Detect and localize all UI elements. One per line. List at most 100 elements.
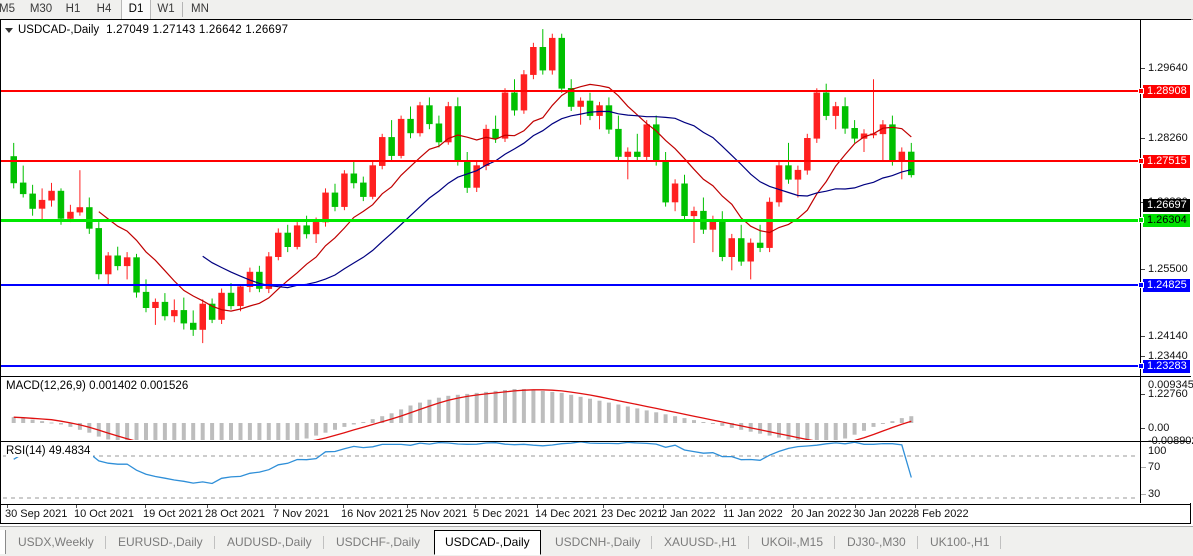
timeframe-h4-label: H4 [96, 3, 112, 15]
tab-separator [214, 536, 215, 549]
price-tick-label-occluded: 1.23440 [1148, 350, 1188, 362]
tab-separator [748, 536, 749, 549]
macd-plot[interactable] [1, 377, 1140, 440]
price-tick-label: 1.25500 [1148, 263, 1188, 275]
chart-symbol-header[interactable]: USDCAD-,Daily 1.27049 1.27143 1.26642 1.2… [5, 24, 288, 39]
timeframe-m5[interactable]: M5 [0, 0, 20, 19]
date-axis-label: 2 Jan 2022 [661, 508, 716, 520]
macd-tick-label: -0.008902 [1148, 435, 1193, 447]
scale-divider-macd [1141, 376, 1191, 377]
date-axis-tick [855, 505, 856, 508]
date-axis-tick [343, 505, 344, 508]
rsi-plot[interactable] [1, 442, 1140, 503]
date-axis-tick [915, 505, 916, 508]
date-axis-tick [207, 505, 208, 508]
date-axis-tick [603, 505, 604, 508]
level-handle[interactable] [1138, 217, 1144, 223]
date-axis: 30 Sep 2021 10 Oct 2021 19 Oct 2021 28 Oct … [1, 504, 1190, 524]
chart-tab-uk100-h1[interactable]: UK100-,H1 [930, 535, 990, 549]
date-axis-label: 10 Oct 2021 [74, 508, 134, 520]
price-tick-label: 1.24140 [1148, 330, 1188, 342]
date-axis-tick [407, 505, 408, 508]
price-level-tag-resistance[interactable]: 1.27515 [1138, 155, 1190, 168]
price-tick-mark [1141, 336, 1145, 337]
chart-tab-xauusd-h1[interactable]: XAUUSD-,H1 [664, 535, 737, 549]
date-axis-tick [793, 505, 794, 508]
date-axis-label: 30 Jan 2022 [853, 508, 914, 520]
date-axis-label: 28 Oct 2021 [205, 508, 265, 520]
timeframe-h4[interactable]: H4 [90, 0, 118, 19]
price-tick-label: 1.22760 [1148, 388, 1188, 400]
tab-separator [1000, 536, 1001, 549]
level-line-support-1[interactable] [1, 284, 1140, 286]
timeframe-h1[interactable]: H1 [59, 0, 87, 19]
chart-window: USDCAD-,Daily 1.27049 1.27143 1.26642 1.2… [0, 19, 1193, 524]
scale-divider-rsi [1141, 441, 1191, 442]
candlestick-plot[interactable] [1, 20, 1140, 375]
price-tick-mark [1141, 356, 1145, 357]
macd-tick-mark [1141, 428, 1145, 429]
level-line-resistance-2[interactable] [1, 160, 1140, 162]
level-line-pivot[interactable] [1, 219, 1140, 222]
price-level-tag-resistance[interactable]: 1.28908 [1138, 85, 1190, 98]
price-level-tag-support[interactable]: 1.24825 [1138, 279, 1190, 292]
triangle-down-icon[interactable] [5, 27, 13, 33]
timeframe-m5-label: M5 [0, 3, 15, 15]
timeframe-m30-label: M30 [29, 3, 53, 15]
level-line-support-2[interactable] [1, 365, 1140, 367]
level-line-resistance-1[interactable] [1, 90, 1140, 92]
date-axis-tick [7, 505, 8, 508]
date-axis-label: 11 Jan 2022 [723, 508, 783, 520]
rsi-level-mark [1141, 494, 1146, 495]
level-handle[interactable] [1138, 88, 1144, 94]
rsi-pane[interactable]: RSI(14) 49.4834 [1, 441, 1140, 504]
timeframe-w1-label: W1 [157, 3, 175, 15]
toolbar-divider [182, 2, 183, 17]
timeframe-mn[interactable]: MN [184, 0, 216, 19]
date-axis-tick [725, 505, 726, 508]
chart-tab-ukoil-m15[interactable]: UKOil-,M15 [761, 535, 824, 549]
chart-tab-dj30-m30[interactable]: DJ30-,M30 [847, 535, 906, 549]
timeframe-mn-label: MN [191, 3, 209, 15]
level-handle[interactable] [1138, 158, 1144, 164]
price-scale[interactable]: 1.296401.282601.268801.255001.241401.227… [1138, 20, 1193, 503]
rsi-level-mark [1141, 467, 1146, 468]
rsi-tick-label: 30 [1148, 488, 1161, 500]
tab-separator [917, 536, 918, 549]
rsi-tick-label: 100 [1148, 445, 1167, 457]
level-handle[interactable] [1138, 363, 1144, 369]
chart-ohlc-values: 1.27049 1.27143 1.26642 1.26697 [106, 24, 289, 37]
rsi-tick-label: 70 [1148, 461, 1161, 473]
date-axis-label: 20 Jan 2022 [791, 508, 852, 520]
timeframe-d1-label: D1 [128, 3, 144, 15]
chart-tab-eurusd-daily[interactable]: EURUSD-,Daily [118, 535, 203, 549]
chart-tab-audusd-daily[interactable]: AUDUSD-,Daily [227, 535, 312, 549]
chart-tab-usdx-weekly[interactable]: USDX,Weekly [18, 535, 94, 549]
date-axis-label: 5 Dec 2021 [473, 508, 530, 520]
tabbar-left-edge [0, 530, 6, 554]
price-level-tag-current-price[interactable]: 1.26697 [1143, 199, 1190, 212]
date-axis-label: 7 Nov 2021 [273, 508, 330, 520]
macd-pane[interactable]: MACD(12,26,9) 0.001402 0.001526 [1, 376, 1140, 441]
timeframe-w1[interactable]: W1 [152, 0, 180, 19]
rsi-label: RSI(14) 49.4834 [6, 445, 94, 457]
price-tick-mark [1141, 394, 1145, 395]
chart-tab-usdchf-daily[interactable]: USDCHF-,Daily [336, 535, 420, 549]
level-handle[interactable] [1138, 282, 1144, 288]
date-axis-label: 19 Oct 2021 [143, 508, 203, 520]
chart-tab-usdcnh-daily[interactable]: USDCNH-,Daily [555, 535, 641, 549]
date-axis-label: 30 Sep 2021 [5, 508, 68, 520]
date-axis-tick [76, 505, 77, 508]
price-tick-mark [1141, 138, 1145, 139]
price-pane[interactable] [1, 20, 1140, 375]
timeframe-toolbar: M5 M30 H1 H4 D1 W1 MN [0, 0, 1193, 20]
timeframe-m30[interactable]: M30 [24, 0, 58, 19]
chart-tab-usdcad-daily[interactable]: USDCAD-,Daily [434, 530, 541, 555]
price-level-tag-pivot[interactable]: 1.26304 [1138, 214, 1190, 227]
price-tick-mark [1141, 68, 1145, 69]
date-axis-tick [275, 505, 276, 508]
price-level-tag-support[interactable]: 1.23283 [1138, 360, 1190, 373]
date-axis-tick [475, 505, 476, 508]
timeframe-d1[interactable]: D1 [121, 0, 151, 19]
macd-tick-label: 0.009345 [1148, 379, 1193, 391]
